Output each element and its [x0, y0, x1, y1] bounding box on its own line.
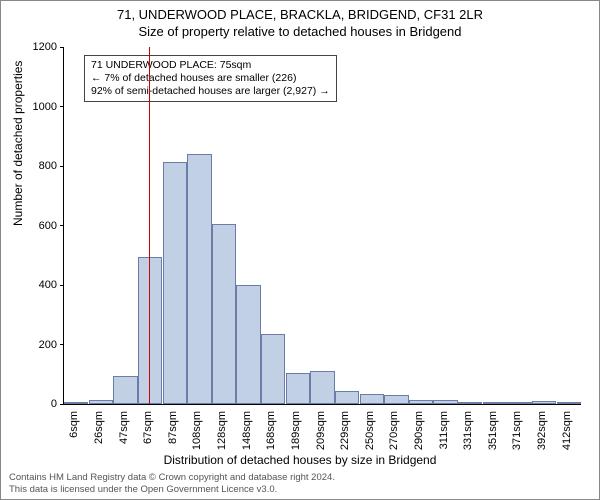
histogram-bar — [360, 394, 384, 404]
histogram-bar — [507, 402, 531, 404]
histogram-bar — [64, 402, 88, 404]
histogram-bar — [113, 376, 137, 404]
footer: Contains HM Land Registry data © Crown c… — [9, 472, 335, 495]
histogram-bar — [187, 154, 211, 404]
histogram-bar — [261, 334, 285, 404]
chart-container: 71, UNDERWOOD PLACE, BRACKLA, BRIDGEND, … — [0, 0, 600, 500]
title-subtitle: Size of property relative to detached ho… — [1, 22, 599, 39]
histogram-bar — [557, 402, 581, 404]
histogram-bar — [236, 285, 260, 404]
histogram-bar — [286, 373, 310, 404]
histogram-bar — [310, 371, 334, 404]
y-tick-label: 1200 — [33, 41, 64, 53]
annotation-line1: 71 UNDERWOOD PLACE: 75sqm — [91, 59, 330, 72]
y-tick-label: 1000 — [33, 101, 64, 113]
histogram-bar — [89, 400, 113, 404]
histogram-bar — [163, 162, 187, 404]
annotation-box: 71 UNDERWOOD PLACE: 75sqm ← 7% of detach… — [84, 55, 337, 102]
y-axis-label: Number of detached properties — [11, 61, 25, 226]
annotation-line2: ← 7% of detached houses are smaller (226… — [91, 72, 330, 85]
histogram-bar — [483, 402, 507, 404]
histogram-bar — [212, 224, 236, 404]
y-tick-label: 400 — [39, 279, 64, 291]
y-tick-label: 200 — [39, 339, 64, 351]
histogram-bar — [532, 401, 556, 404]
plot-area: 71 UNDERWOOD PLACE: 75sqm ← 7% of detach… — [63, 47, 581, 405]
footer-line1: Contains HM Land Registry data © Crown c… — [9, 472, 335, 483]
footer-line2: This data is licensed under the Open Gov… — [9, 484, 335, 495]
histogram-bar — [433, 400, 457, 404]
x-axis-label: Distribution of detached houses by size … — [1, 453, 599, 467]
y-tick-label: 800 — [39, 160, 64, 172]
y-tick-label: 600 — [39, 220, 64, 232]
title-address: 71, UNDERWOOD PLACE, BRACKLA, BRIDGEND, … — [1, 1, 599, 22]
y-tick-label: 0 — [51, 398, 64, 410]
histogram-bar — [384, 395, 408, 404]
histogram-bar — [409, 400, 433, 404]
annotation-line3: 92% of semi-detached houses are larger (… — [91, 85, 330, 98]
histogram-bar — [335, 391, 359, 404]
histogram-bar — [458, 402, 482, 404]
property-indicator-line — [149, 47, 150, 404]
